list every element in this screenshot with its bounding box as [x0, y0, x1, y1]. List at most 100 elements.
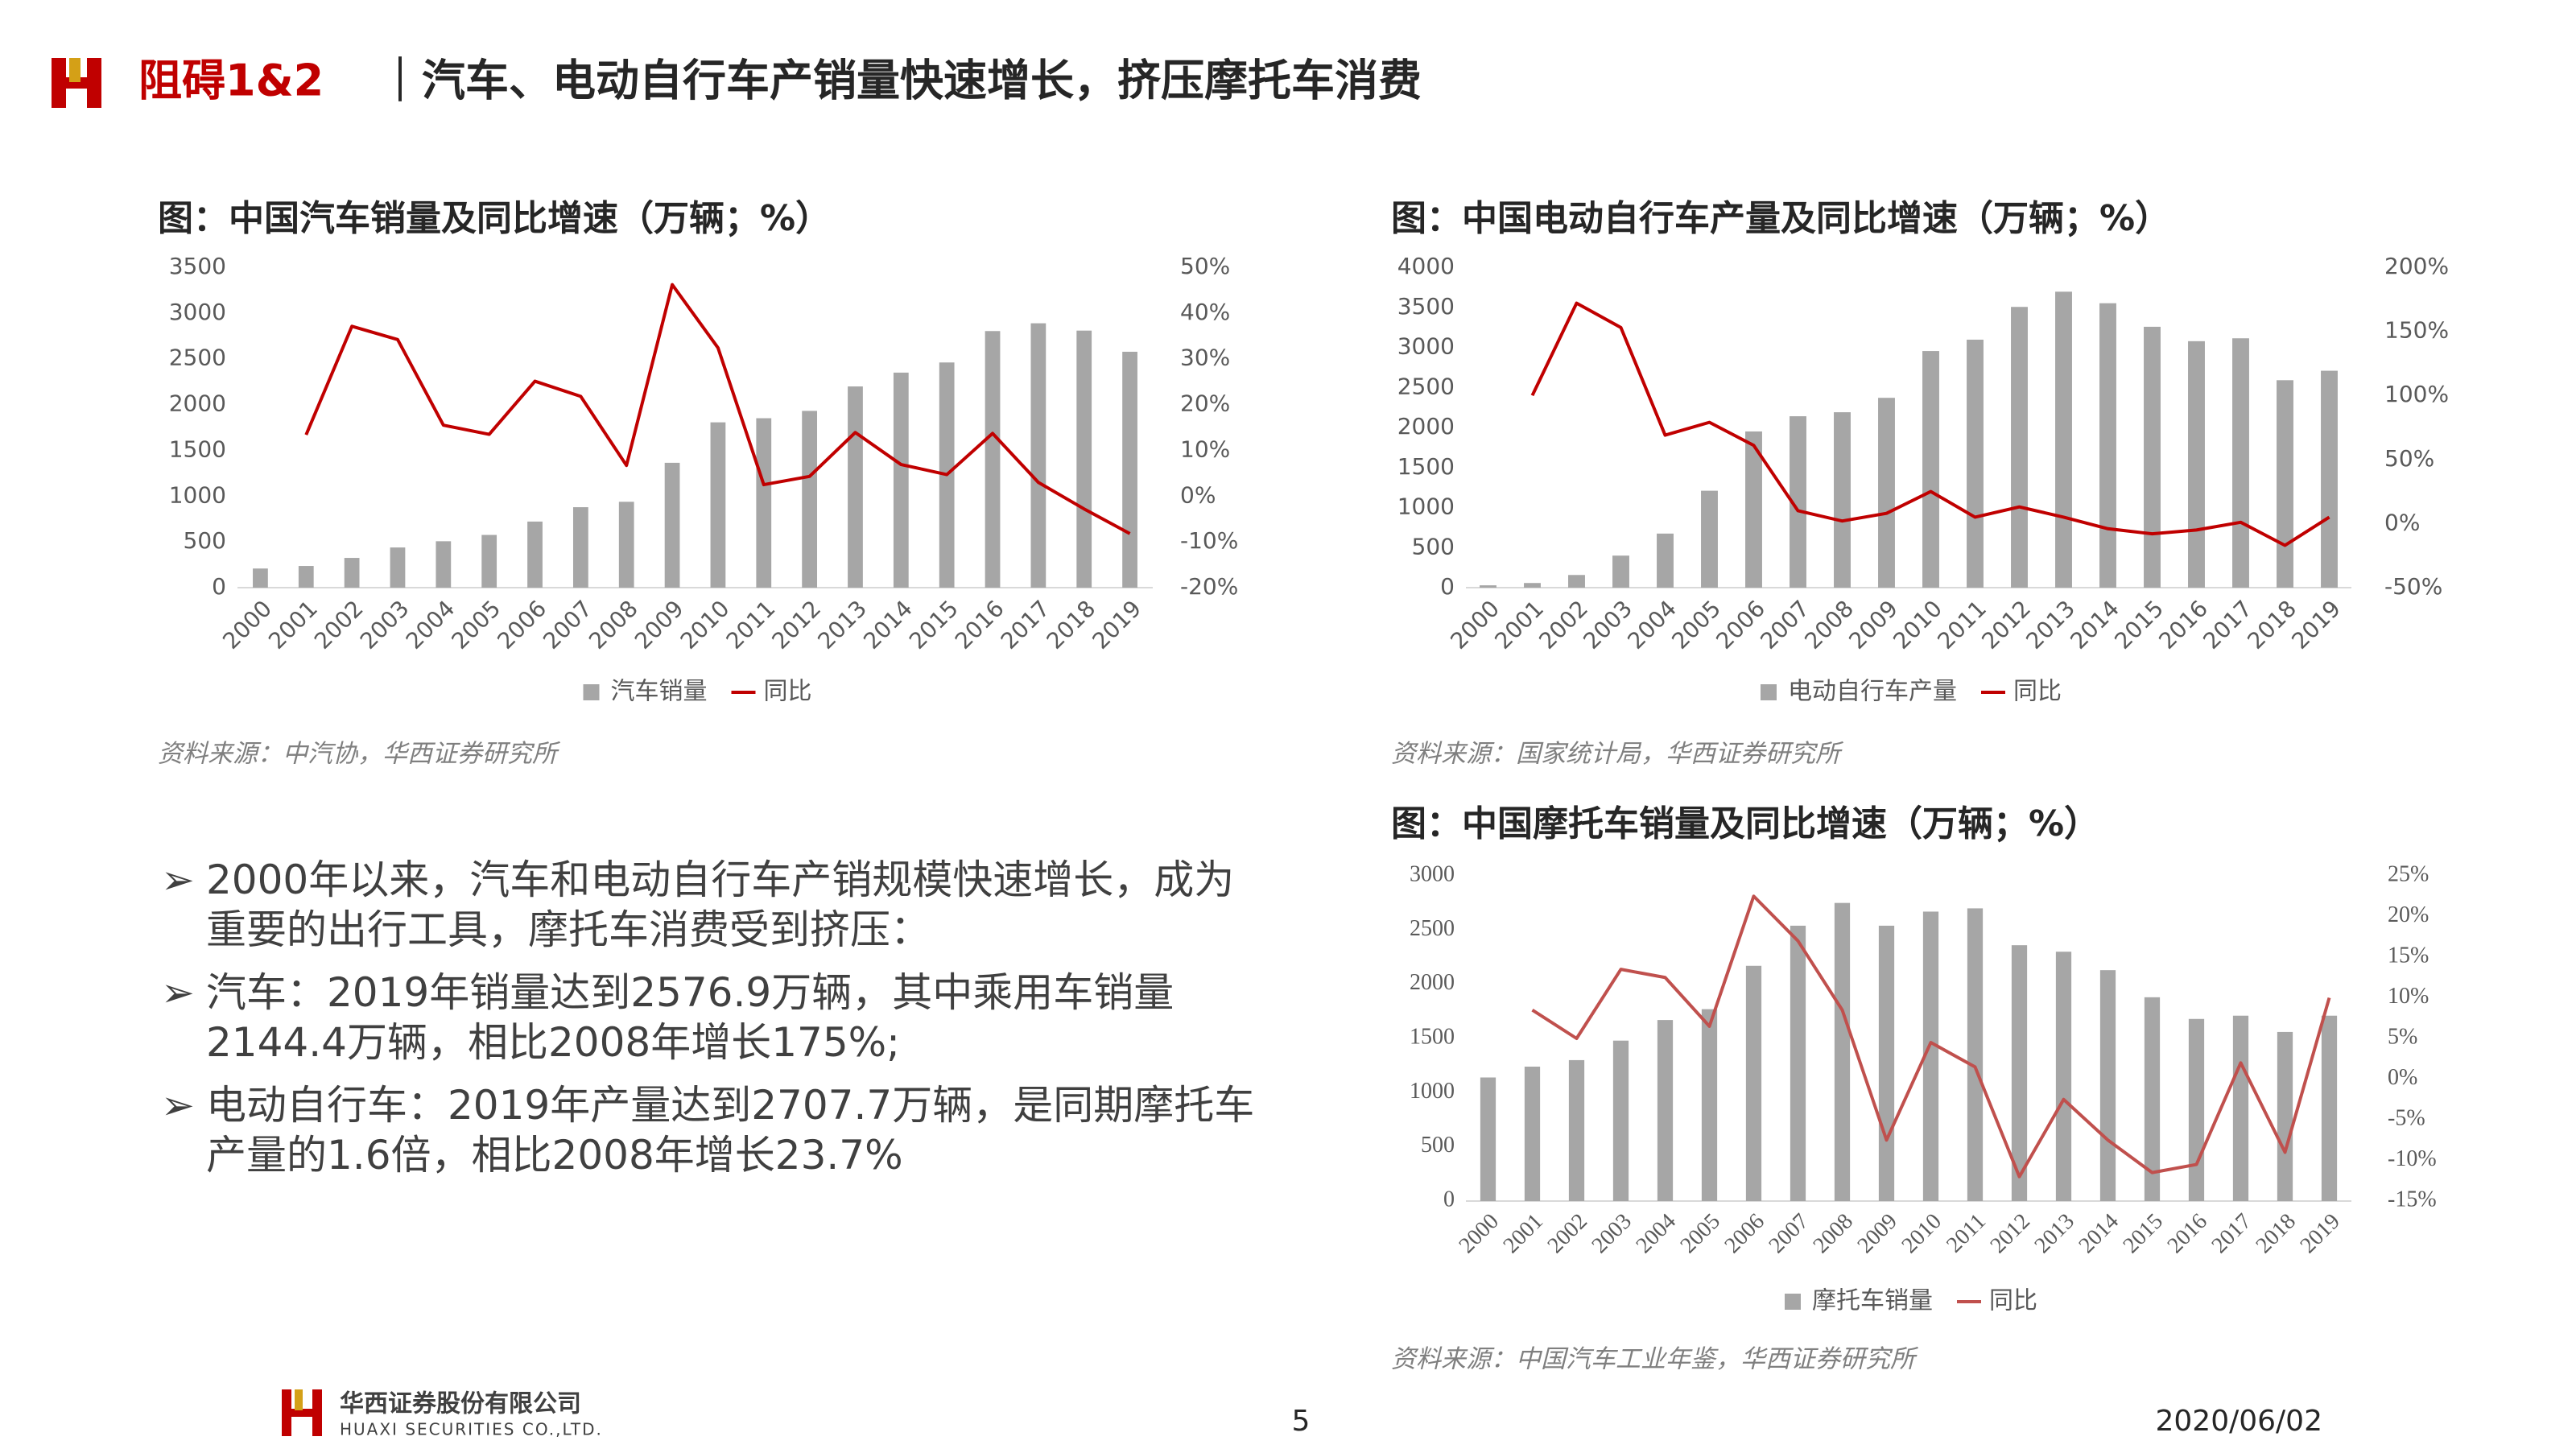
- bar: [1612, 1040, 1629, 1201]
- chart-title: 图：中国摩托车销量及同比增速（万辆；%）: [1391, 803, 2099, 844]
- x-tick-label: 2000: [1445, 595, 1505, 654]
- x-tick-label: 2009: [1852, 1209, 1902, 1259]
- bar: [2099, 303, 2116, 588]
- bar: [1568, 1059, 1585, 1201]
- y2-tick-label: 50%: [2384, 445, 2434, 472]
- bar: [390, 547, 406, 588]
- y2-tick-label: -15%: [2388, 1187, 2437, 1212]
- bar: [2011, 945, 2028, 1201]
- bar: [1657, 533, 1674, 588]
- x-tick-label: 2010: [675, 595, 735, 654]
- line: [1531, 894, 2331, 1179]
- x-tick-label: 2008: [1799, 595, 1859, 654]
- x-tick-label: 2013: [2021, 595, 2080, 654]
- x-tick-label: 2014: [858, 595, 918, 654]
- bar: [664, 462, 680, 588]
- bar: [1612, 555, 1629, 588]
- x-tick-label: 2016: [2153, 595, 2213, 654]
- y2-tick-label: 50%: [1180, 253, 1230, 279]
- bar: [1922, 351, 1939, 588]
- y2-tick-label: -10%: [2388, 1146, 2437, 1171]
- x-tick-label: 2004: [1631, 1209, 1681, 1259]
- x-tick-label: 2007: [538, 595, 597, 654]
- y-tick-label: 2500: [1410, 916, 1455, 941]
- bar: [1745, 431, 1762, 588]
- bar: [2321, 370, 2338, 588]
- y2-tick-label: 20%: [1180, 390, 1230, 417]
- y2-tick-label: -50%: [2384, 573, 2442, 600]
- bullet: 电动自行车：2019年产量达到2707.7万辆，是同期摩托车产量的1.6倍，相比…: [161, 1080, 1256, 1180]
- bullet: 2000年以来，汽车和电动自行车产销规模快速增长，成为重要的出行工具，摩托车消费…: [161, 855, 1256, 955]
- bar: [1480, 585, 1496, 588]
- x-tick-label: 2014: [2074, 1209, 2124, 1259]
- x-tick-label: 2004: [401, 595, 460, 654]
- x-tick-label: 2017: [996, 595, 1055, 654]
- x-tick-label: 2017: [2198, 595, 2257, 654]
- y2-tick-label: -5%: [2388, 1105, 2425, 1130]
- bar: [1524, 1067, 1541, 1201]
- x-tick-label: 2008: [584, 595, 643, 654]
- bar: [2144, 997, 2161, 1201]
- y2-tick-label: 0%: [2384, 509, 2420, 535]
- bar: [2232, 338, 2249, 588]
- y-tick-label: 2000: [1410, 970, 1455, 995]
- x-tick-label: 2001: [1489, 595, 1549, 654]
- legend-label: 电动自行车产量: [1788, 678, 1957, 706]
- y2-tick-label: -20%: [1180, 573, 1238, 600]
- bar: [344, 558, 360, 588]
- x-tick-label: 2009: [630, 595, 689, 654]
- bar: [2321, 1015, 2338, 1201]
- bar: [2277, 380, 2293, 588]
- y-tick-label: 500: [184, 527, 226, 554]
- y2-tick-label: 0%: [1180, 481, 1216, 508]
- x-tick-label: 2017: [2207, 1209, 2256, 1259]
- chart-title: 图：中国汽车销量及同比增速（万辆；%）: [158, 198, 831, 239]
- y-tick-label: 0: [1440, 573, 1455, 600]
- date: 2020/06/02: [2156, 1405, 2323, 1438]
- bar: [1657, 1020, 1674, 1201]
- bullet: 汽车：2019年销量达到2576.9万辆，其中乘用车销量2144.4万辆，相比2…: [161, 968, 1256, 1067]
- bar: [1701, 1009, 1718, 1201]
- y2-tick-label: 40%: [1180, 299, 1230, 325]
- x-tick-label: 2005: [1675, 1209, 1725, 1259]
- bar: [2188, 341, 2205, 588]
- y-tick-label: 1000: [1397, 493, 1455, 520]
- bar: [2232, 1015, 2249, 1201]
- x-tick-label: 2002: [1534, 595, 1593, 654]
- legend-label: 同比: [764, 678, 812, 706]
- x-tick-label: 2000: [217, 595, 277, 654]
- chart: 图：中国电动自行车产量及同比增速（万辆；%） 资料来源：国家统计局，华西证券研究所…: [1391, 198, 2449, 769]
- bar: [436, 541, 452, 588]
- y-tick-label: 3500: [169, 253, 226, 279]
- x-tick-label: 2019: [2295, 1209, 2345, 1259]
- chart: 图：中国摩托车销量及同比增速（万辆；%） 资料来源：中国汽车工业年鉴，华西证券研究…: [1391, 803, 2437, 1374]
- bar: [2011, 307, 2028, 588]
- bar: [710, 422, 726, 588]
- bar: [2099, 970, 2116, 1201]
- bar: [1745, 965, 1762, 1201]
- y-tick-label: 2000: [1397, 413, 1455, 440]
- x-tick-label: 2014: [2065, 595, 2124, 654]
- bar: [1480, 1077, 1496, 1201]
- footer-company: 华西证券股份有限公司: [340, 1390, 581, 1418]
- source: 资料来源：中国汽车工业年鉴，华西证券研究所: [1391, 1345, 1919, 1374]
- y2-tick-label: 20%: [2388, 902, 2429, 927]
- bar: [848, 386, 863, 588]
- x-tick-label: 2016: [950, 595, 1009, 654]
- x-tick-label: 2000: [1454, 1209, 1504, 1259]
- y2-tick-label: 25%: [2388, 861, 2429, 886]
- legend: 汽车销量 同比: [583, 678, 812, 706]
- y2-tick-label: 15%: [2388, 943, 2429, 968]
- bar: [1030, 323, 1046, 588]
- bar: [756, 418, 772, 588]
- y2-tick-label: 10%: [1180, 436, 1230, 462]
- chart: 图：中国汽车销量及同比增速（万辆；%） 资料来源：中汽协，华西证券研究所 0 500 1…: [158, 198, 1238, 769]
- footer-logo: [282, 1389, 322, 1436]
- y-tick-label: 0: [212, 573, 226, 600]
- x-tick-label: 2013: [812, 595, 872, 654]
- x-tick-label: 2015: [2118, 1209, 2168, 1259]
- bar: [802, 411, 818, 588]
- bar: [1834, 412, 1851, 588]
- x-tick-label: 2010: [1897, 1209, 1946, 1259]
